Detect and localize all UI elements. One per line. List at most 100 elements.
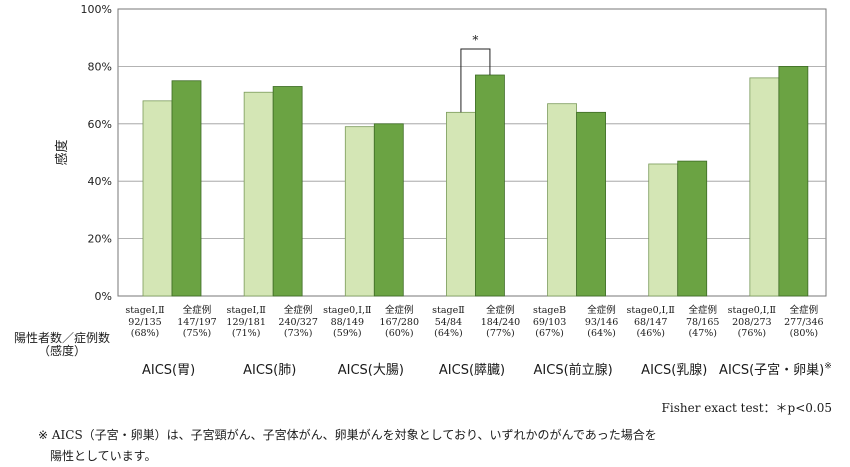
bar-all-cases [677,160,708,297]
bar-label: stage0,Ⅰ,Ⅱ [727,305,777,316]
group-title: AICS(肺) [243,363,297,378]
bar-counts: 147/197 [177,316,217,328]
footnote: ※ AICS（子宮・卵巣）は、子宮頸がん、子宮体がん、卵巣がんを対象としており、… [38,425,838,467]
y-tick-label: 80% [88,60,112,73]
group-title: AICS(乳腺) [641,363,708,378]
stage-label: stageⅡ 54/84 (64%) [423,305,473,340]
stage-label: stageⅠ,Ⅱ 92/135 (68%) [120,305,170,340]
bar-counts: 208/273 [732,316,772,328]
chart-area: 0% 20% 40% 60% 80% 100% 感度 * [54,3,827,300]
all-cases-label: 全症例 78/165 (47%) [676,305,730,340]
group-label: stageⅡ 54/84 (64%) 全症例 184/240 (77%) [423,305,527,340]
group-label: stageB 69/103 (67%) 全症例 93/146 (64%) [525,305,629,340]
bar-counts: 68/147 [633,316,668,328]
y-tick-label: 60% [88,118,112,131]
all-cases-label: 全症例 147/197 (75%) [170,305,224,340]
y-tick-label: 40% [88,175,112,188]
bar-all-cases [272,86,303,297]
bar-counts: 277/346 [784,316,824,328]
bar-counts: 240/327 [278,316,318,328]
group-label: stage0,Ⅰ,Ⅱ 68/147 (46%) 全症例 78/165 (47%) [626,305,730,340]
bar-counts: 78/165 [685,316,720,328]
bar-pct: (67%) [535,328,564,339]
group-label: stageⅠ,Ⅱ 129/181 (71%) 全症例 240/327 (73%) [221,305,325,340]
bar-all-cases [778,66,809,297]
y-tick-label: 20% [88,233,112,246]
group-title: AICS(胃) [141,363,196,378]
bar-pct: (68%) [130,328,160,339]
bar-pct: (71%) [231,328,261,339]
group-label: stage0,Ⅰ,Ⅱ 88/149 (59%) 全症例 167/280 (60%) [322,305,426,340]
bar-counts: 88/149 [330,316,364,328]
bar-label: 全症例 [688,305,717,316]
significance-star: * [472,33,478,47]
bar-stage [142,100,173,297]
bar-pct: (64%) [587,328,616,339]
bar-label: 全症例 [385,305,414,316]
y-axis-label: 感度 [54,139,70,165]
bar-counts: 54/84 [434,316,463,328]
bar-pct: (60%) [385,328,414,339]
bar-label: stage0,Ⅰ,Ⅱ [323,305,372,316]
footnote-line1: ※ AICS（子宮・卵巣）は、子宮頸がん、子宮体がん、卵巣がんを対象としており、… [38,428,657,442]
stage-label: stage0,Ⅰ,Ⅱ 68/147 (46%) [626,305,676,340]
group-label: stageⅠ,Ⅱ 92/135 (68%) 全症例 147/197 (75%) [120,305,224,340]
bar-label: stageⅠ,Ⅱ [125,305,165,316]
group-title: AICS(前立腺) [533,363,613,378]
bar-chart: 0% 20% 40% 60% 80% 100% 感度 * [54,3,827,300]
group-title: AICS(膵臓) [438,363,506,378]
bar-label: stage0,Ⅰ,Ⅱ [626,305,675,316]
bar-counts: 69/103 [532,316,567,328]
bar-label: 全症例 [789,305,819,316]
all-cases-label: 全症例 184/240 (77%) [473,305,527,340]
bar-counts: 129/181 [226,316,266,328]
bar-pct: (80%) [789,328,819,339]
row-label-line1: 陽性者数／症例数 [13,331,110,345]
all-cases-label: 全症例 240/327 (73%) [271,305,325,340]
bar-label: 全症例 [182,305,212,316]
bar-counts: 167/280 [379,316,420,328]
group-title: AICS(大腸) [337,363,404,378]
bar-pct: (75%) [182,328,212,339]
row-label-line2: （感度） [37,344,86,358]
stage-label: stageB 69/103 (67%) [525,305,575,340]
stage-label: stageⅠ,Ⅱ 129/181 (71%) [221,305,271,340]
bar-pct: (73%) [283,328,313,339]
fisher-note: Fisher exact test：＊p<0.05 [661,401,832,415]
row-label: 陽性者数／症例数 （感度） [6,332,118,358]
footnote-line2: 陽性としています。 [50,449,157,463]
bar-counts: 93/146 [584,316,619,328]
group-title: AICS(子宮・卵巣)※ [719,361,832,378]
stage-label: stage0,Ⅰ,Ⅱ 88/149 (59%) [322,305,372,340]
bar-counts: 184/240 [480,316,521,328]
bar-pct: (64%) [434,328,463,339]
bar-stage [344,126,375,297]
bar-all-cases [576,111,606,297]
bar-label: stageⅠ,Ⅱ [226,305,266,316]
bar-label: 全症例 [486,305,515,316]
bar-pct: (59%) [333,328,362,339]
y-tick-label: 0% [95,290,112,300]
bar-counts: 92/135 [128,316,162,328]
bar-stage [446,111,476,297]
bar-pct: (46%) [636,328,665,339]
bar-pct: (77%) [486,328,515,339]
group-title-mark: ※ [824,361,832,372]
bar-label: 全症例 [283,305,313,316]
bar-label: stageⅡ [432,305,465,316]
bar-all-cases [171,80,202,297]
all-cases-label: 全症例 167/280 (60%) [372,305,426,340]
bar-stage [648,163,679,297]
all-cases-label: 全症例 93/146 (64%) [575,305,629,340]
bar-stage [243,91,274,297]
group-label: stage0,Ⅰ,Ⅱ 208/273 (76%) 全症例 277/346 (80%) [727,305,831,340]
significance-bracket [460,48,491,113]
stage-label: stage0,Ⅰ,Ⅱ 208/273 (76%) [727,305,777,340]
bar-pct: (76%) [737,328,767,339]
bar-pct: (47%) [688,328,717,339]
bar-all-cases [373,123,404,297]
all-cases-label: 全症例 277/346 (80%) [777,305,831,340]
bar-label: 全症例 [587,305,616,316]
y-tick-label: 100% [81,3,112,16]
bar-stage [547,103,577,297]
